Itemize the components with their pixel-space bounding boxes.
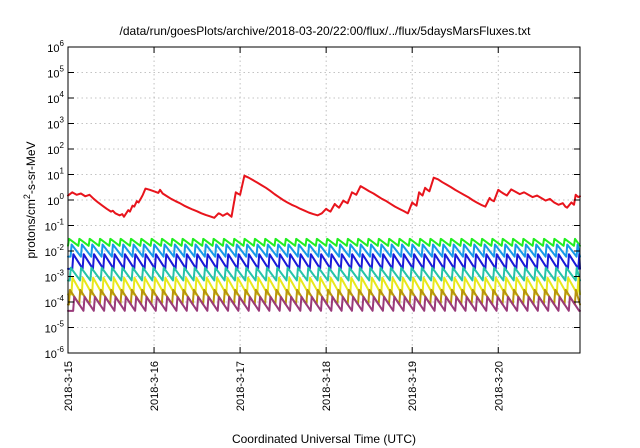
- series-line-1: [67, 237, 581, 247]
- y-tick-label: 10-3: [45, 269, 65, 285]
- y-tick-label: 104: [47, 90, 64, 106]
- series-line-7: [67, 295, 581, 312]
- y-tick-label: 100: [47, 192, 64, 208]
- y-tick-label: 10-1: [45, 218, 65, 234]
- y-tick-label: 10-4: [45, 294, 65, 310]
- x-tick-label: 2018-3-15: [63, 361, 75, 411]
- y-tick-label: 10-5: [45, 320, 65, 336]
- y-tick-labels: 10-6 10-5 10-4 10-3 10-2 10-1 100 101 102 103 104 1…: [45, 39, 65, 361]
- axis-ticks: [67, 46, 580, 354]
- series-line-3: [67, 253, 581, 270]
- y-tick-label: 103: [47, 116, 64, 132]
- y-axis-title: protons/cm2-s-sr-MeV: [22, 141, 38, 258]
- grid-lines: [68, 47, 580, 353]
- x-tick-labels: 2018-3-15 2018-3-16 2018-3-17 2018-3-18 2018…: [63, 361, 505, 411]
- y-tick-label: 102: [47, 141, 64, 157]
- y-tick-label: 106: [47, 39, 64, 55]
- x-tick-label: 2018-3-19: [407, 361, 419, 411]
- y-tick-label: 10-2: [45, 243, 65, 259]
- y-tick-label: 105: [47, 65, 64, 81]
- x-tick-label: 2018-3-18: [321, 361, 333, 411]
- x-axis-title: Coordinated Universal Time (UTC): [232, 432, 416, 446]
- series-line-2: [67, 243, 581, 258]
- series-lines: [67, 174, 581, 312]
- chart-title: /data/run/goesPlots/archive/2018-03-20/2…: [120, 24, 532, 38]
- x-tick-label: 2018-3-17: [235, 361, 247, 411]
- y-tick-label: 101: [47, 167, 64, 183]
- series-line-0: [67, 174, 581, 219]
- y-tick-label: 10-6: [45, 345, 65, 361]
- x-tick-label: 2018-3-16: [149, 361, 161, 411]
- x-tick-label: 2018-3-20: [493, 361, 505, 411]
- series-line-4: [67, 266, 581, 282]
